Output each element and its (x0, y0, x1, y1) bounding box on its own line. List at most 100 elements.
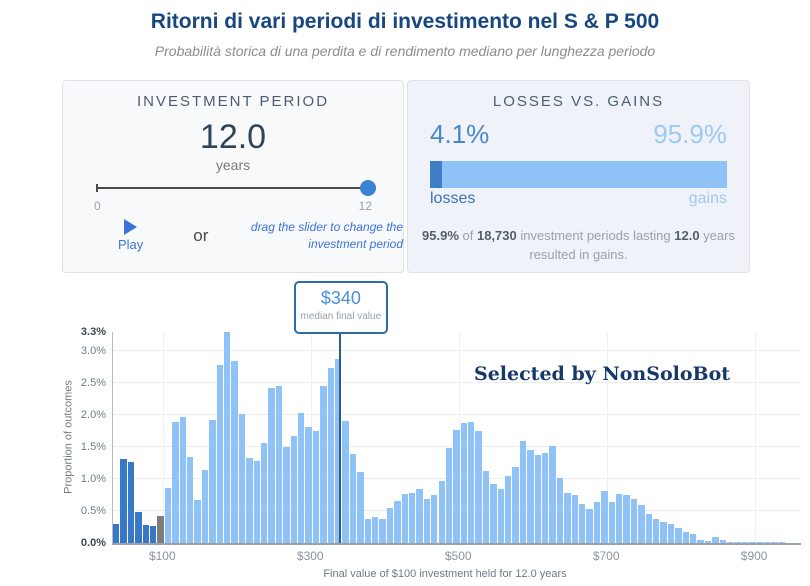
histogram-bar (342, 420, 349, 543)
gain-percentage: 95.9% (653, 119, 727, 149)
investment-period-value: 12.0 (199, 118, 267, 156)
investment-period-unit: years (215, 157, 251, 173)
x-tick-label: $700 (592, 549, 620, 563)
histogram-bar (157, 516, 164, 543)
histogram-bar (290, 435, 297, 543)
losses-label: losses (430, 190, 476, 207)
y-tick-label: 0.0% (80, 537, 106, 549)
play-button-label: Play (118, 237, 144, 252)
histogram-bar (283, 447, 290, 543)
histogram-bar (297, 412, 305, 543)
histogram-bar (179, 417, 186, 543)
page: Ritorni di vari periodi di investimento … (0, 10, 810, 586)
slider-track[interactable] (96, 187, 368, 189)
vertical-gridline (755, 332, 757, 543)
caption-text: investment periods lasting (516, 228, 675, 243)
vertical-gridline (311, 332, 313, 543)
median-annotation-box: $340 median final value (293, 281, 388, 334)
horizontal-gridline (113, 414, 801, 416)
histogram-bar (653, 519, 660, 543)
histogram-bar (209, 420, 216, 543)
median-label: median final value (300, 311, 382, 322)
histogram-bar (623, 495, 630, 543)
histogram-bar (771, 542, 778, 543)
y-tick-label: 0.5% (80, 505, 106, 518)
histogram-bar (667, 524, 675, 543)
histogram-bar (505, 475, 512, 543)
median-line (338, 330, 341, 543)
histogram-bar (660, 521, 667, 543)
horizontal-gridline (113, 382, 801, 384)
histogram-bar (260, 442, 268, 543)
play-button[interactable]: Play (118, 219, 143, 252)
histogram-bar (756, 542, 763, 543)
histogram-bar (408, 492, 416, 543)
investment-period-slider[interactable]: 0 12 (94, 179, 376, 213)
histogram-bar (741, 542, 749, 543)
or-label: or (193, 225, 209, 245)
histogram-bar (357, 472, 364, 543)
histogram-bar (719, 540, 726, 543)
histogram-bar (475, 431, 482, 543)
page-subtitle: Probabilità storica di una perdita e di … (154, 43, 656, 59)
histogram-bar (490, 483, 497, 543)
histogram-bar (327, 367, 334, 543)
histogram-bar (778, 542, 786, 543)
histogram-bar (645, 513, 653, 543)
histogram-bar (194, 499, 201, 543)
histogram-bar (127, 462, 135, 543)
histogram-bar (231, 360, 238, 543)
histogram-bar (527, 449, 534, 543)
plot-area (112, 332, 801, 545)
histogram-bar (401, 493, 408, 543)
histogram-bar (682, 531, 690, 543)
histogram-bar (172, 422, 179, 543)
histogram-bar (453, 429, 460, 543)
losses-gains-caption: 95.9% of 18,730 investment periods lasti… (422, 227, 735, 265)
histogram-bar (120, 458, 127, 543)
vertical-gridline (163, 332, 165, 543)
histogram-bar (497, 489, 505, 543)
histogram-bar (305, 427, 312, 543)
slider-track-start (96, 184, 98, 192)
y-tick-label: 3.3% (80, 326, 106, 338)
vertical-gridline (607, 332, 609, 543)
histogram-bar (113, 523, 120, 543)
y-tick-label: 2.0% (80, 409, 106, 422)
histogram-bar (468, 421, 475, 543)
slider-handle[interactable] (360, 180, 376, 196)
histogram-bar (542, 452, 549, 543)
investment-period-panel: INVESTMENT PERIOD 12.0 years 0 12 Play o… (62, 80, 404, 273)
caption-text: of (458, 228, 477, 243)
histogram-bar (727, 541, 734, 543)
percentages-row: 4.1% 95.9% (430, 119, 727, 150)
histogram-bar (386, 507, 394, 543)
histogram-bar (549, 445, 556, 543)
histogram-bar (712, 537, 719, 543)
histogram-bar (697, 539, 704, 543)
histogram-bar (579, 504, 586, 543)
histogram-chart: $340 median final value Proportion of ou… (0, 275, 810, 586)
histogram-bar (364, 518, 371, 543)
losses-gains-panel: LOSSES VS. GAINS 4.1% 95.9% losses gains… (407, 80, 750, 273)
investment-period-heading: INVESTMENT PERIOD (136, 93, 330, 110)
slider-hint-text: drag the slider to change the investment… (250, 220, 403, 251)
horizontal-gridline (113, 350, 801, 352)
losses-bar-segment (430, 161, 443, 188)
histogram-bar (460, 423, 468, 543)
histogram-bar (608, 502, 616, 543)
slider-controls: Play or drag the slider to change the in… (63, 219, 403, 252)
histogram-bar (379, 518, 386, 543)
histogram-bar (164, 488, 172, 543)
histogram-bar (704, 541, 712, 543)
histogram-bar (586, 509, 593, 543)
x-tick-label: $500 (444, 549, 472, 563)
median-value: $340 (320, 288, 361, 308)
histogram-bar (253, 461, 260, 543)
histogram-bar (371, 516, 379, 543)
histogram-bar (749, 542, 756, 543)
histogram-bar (438, 480, 445, 543)
histogram-bar (275, 385, 283, 543)
gains-label: gains (688, 190, 727, 207)
x-tick-label: $300 (296, 549, 324, 563)
